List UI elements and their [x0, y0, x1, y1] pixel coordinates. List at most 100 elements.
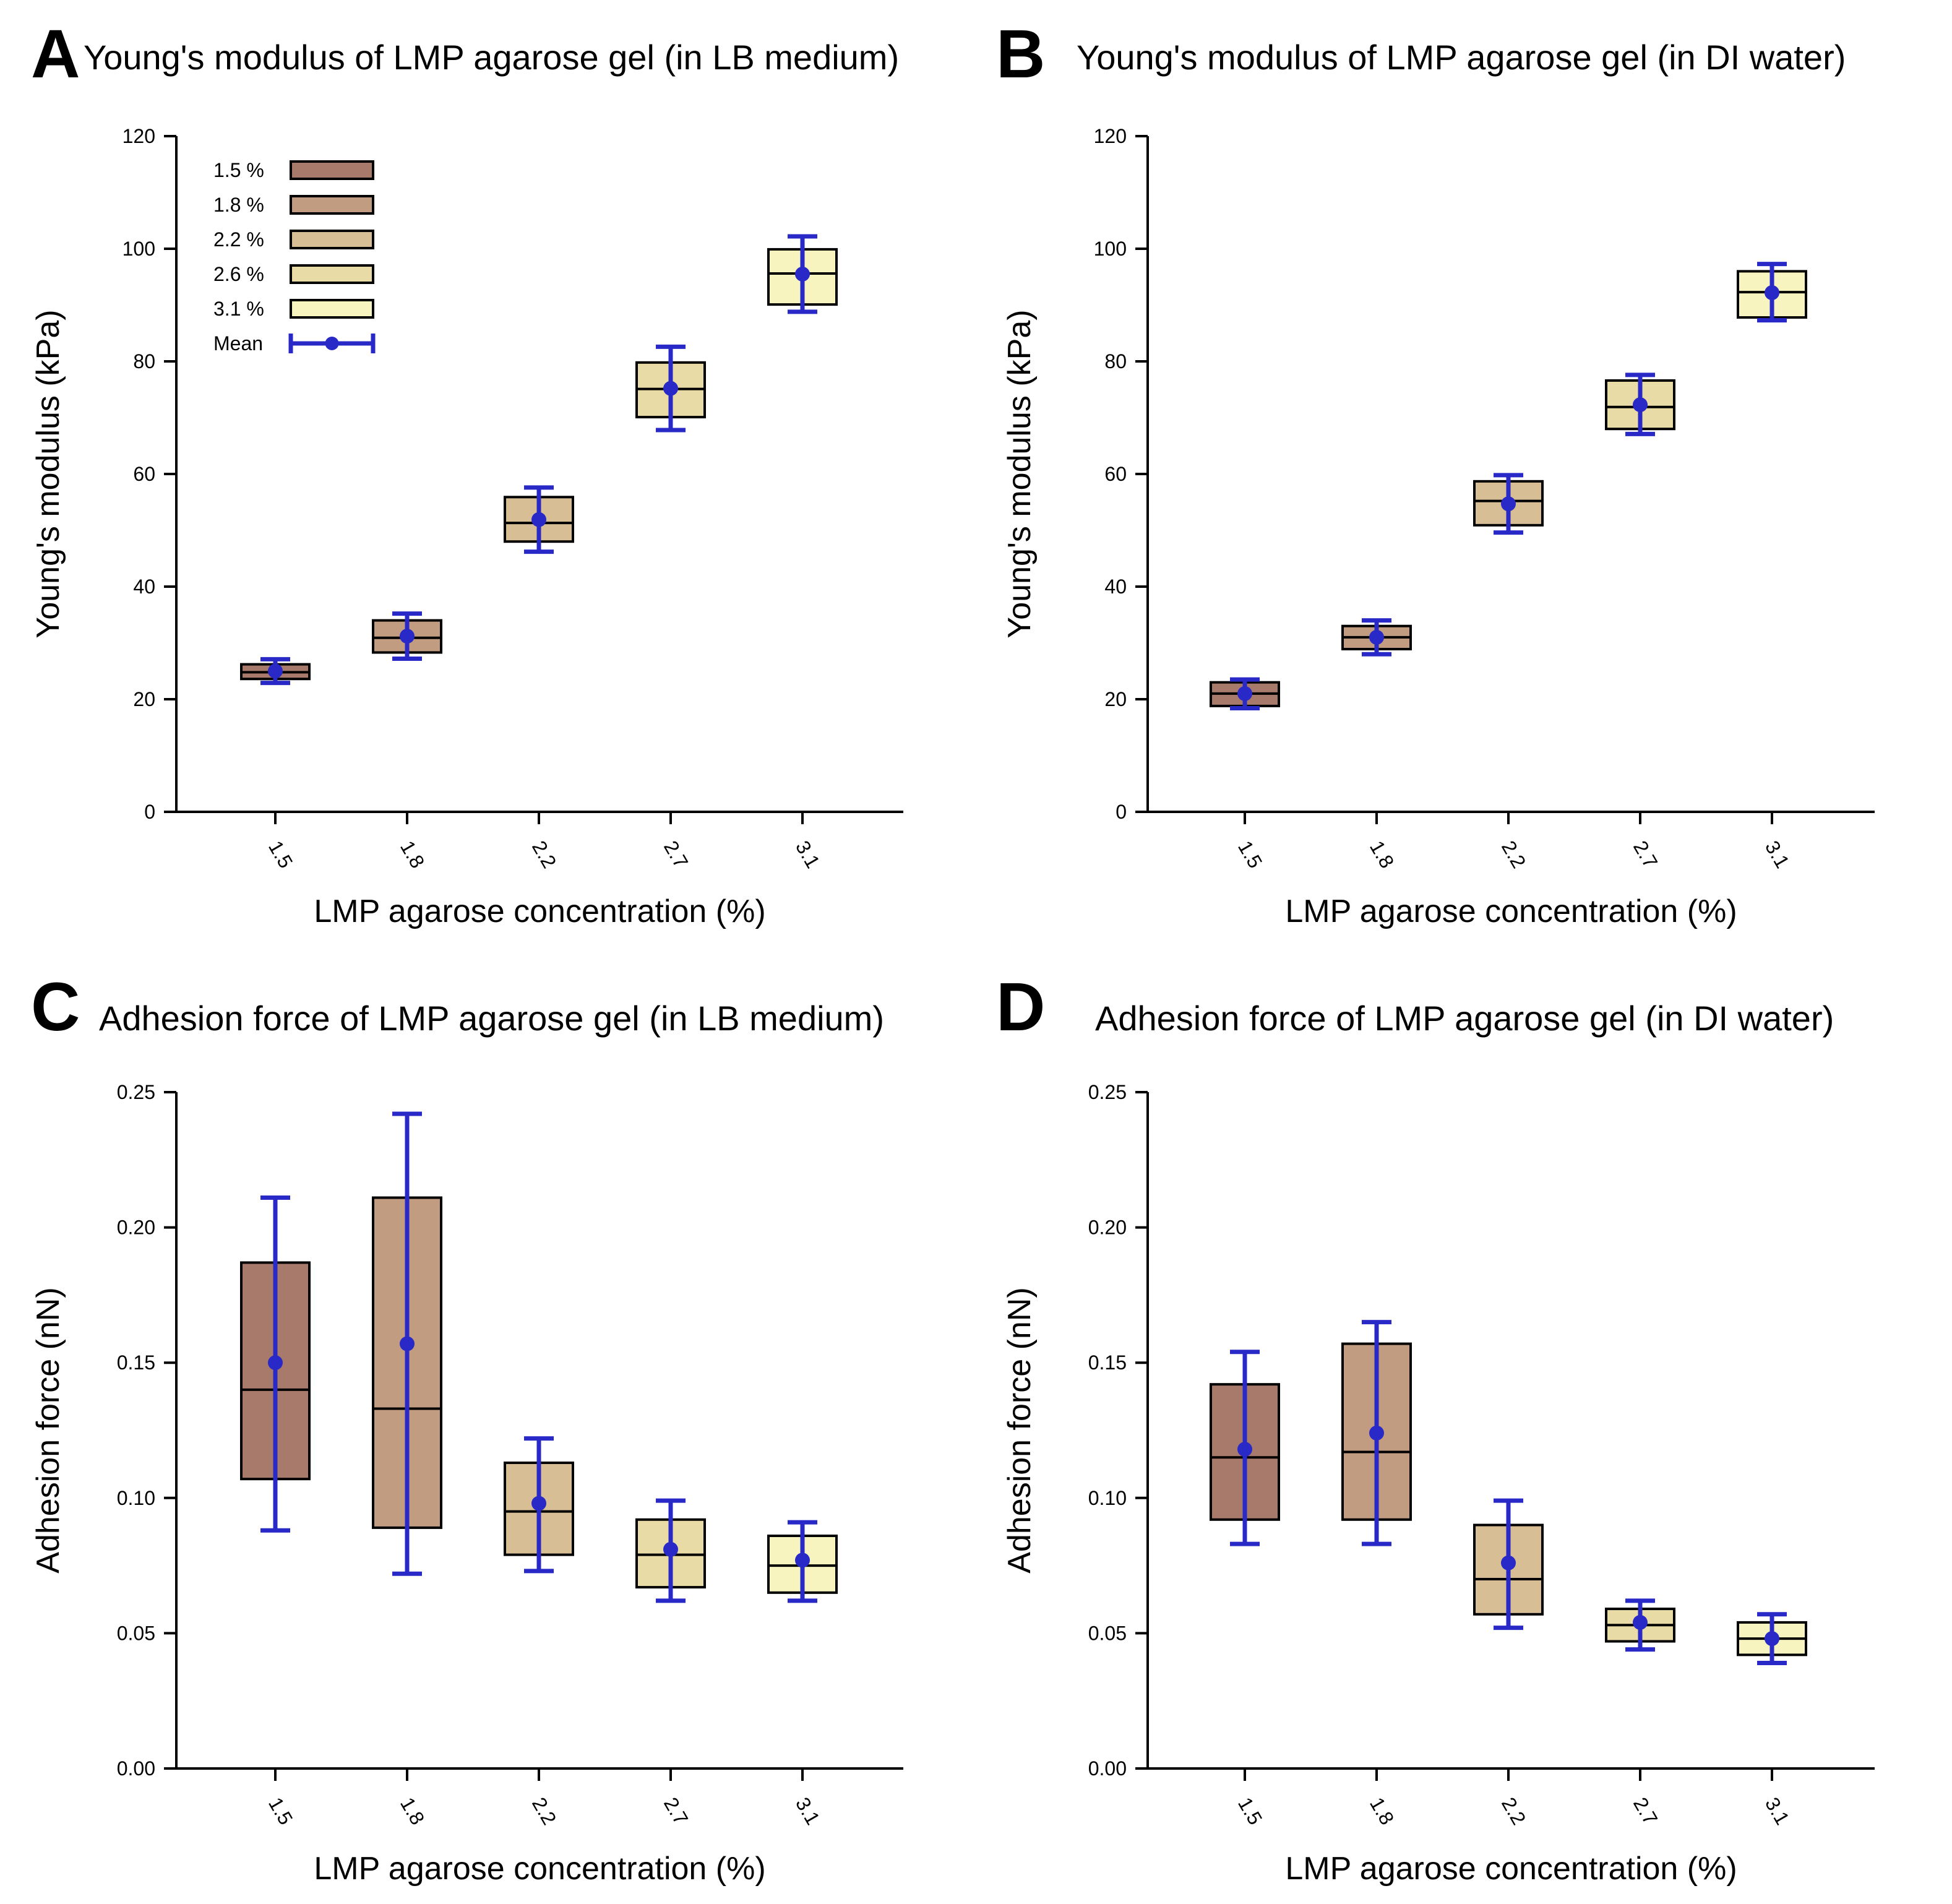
x-tick-label: 1.5: [264, 1794, 297, 1829]
y-tick-label: 0: [144, 801, 155, 823]
y-tick-label: 0.15: [1088, 1351, 1127, 1374]
legend-swatch: [290, 195, 374, 215]
x-tick-label: 1.8: [1365, 837, 1398, 872]
y-axis-label: Young's modulus (kPa): [1002, 309, 1038, 638]
legend-mean-dot: [325, 337, 339, 350]
mean-point: [1633, 397, 1648, 413]
x-tick-label: 2.2: [1497, 837, 1530, 872]
y-axis-label: Adhesion force (nN): [30, 1287, 66, 1573]
x-tick-label: 2.7: [660, 1794, 692, 1829]
x-tick-label: 1.5: [1234, 837, 1266, 872]
legend-item: 2.2 %: [213, 228, 374, 251]
panel-d: D Adhesion force of LMP agarose gel (in D…: [996, 969, 1875, 1887]
y-tick-label: 0.10: [117, 1487, 155, 1509]
mean-point: [268, 663, 283, 679]
mean-point: [663, 381, 678, 396]
x-axis-label: LMP agarose concentration (%): [314, 894, 765, 929]
panel-letter: B: [996, 16, 1045, 92]
y-tick-label: 80: [1104, 350, 1127, 373]
legend-item: 3.1 %: [213, 298, 374, 320]
x-tick-label: 2.7: [660, 837, 692, 872]
legend-item: 1.8 %: [213, 194, 374, 216]
y-tick-label: 0: [1116, 801, 1127, 823]
legend: 1.5 % 1.8 % 2.2 % 2.6 % 3.1 % Mean: [213, 159, 376, 355]
mean-point: [531, 1496, 546, 1511]
legend-swatch: [290, 230, 374, 249]
panel-letter: C: [31, 969, 80, 1045]
legend-label: 3.1 %: [213, 298, 264, 320]
y-tick-label: 120: [123, 125, 155, 147]
legend-label: 2.2 %: [213, 228, 264, 251]
x-tick-label: 1.5: [264, 837, 297, 872]
x-tick-label: 2.2: [528, 1794, 561, 1829]
y-tick-label: 0.20: [117, 1217, 155, 1239]
y-tick-label: 0.05: [117, 1622, 155, 1644]
y-tick-label: 0.05: [1088, 1622, 1127, 1644]
y-tick-label: 0.15: [117, 1351, 155, 1374]
y-tick-label: 0.25: [117, 1081, 155, 1103]
y-tick-label: 20: [133, 688, 155, 710]
panel-b: B Young's modulus of LMP agarose gel (in …: [996, 16, 1875, 929]
x-tick-label: 2.7: [1629, 837, 1662, 872]
x-axis-label: LMP agarose concentration (%): [314, 1851, 765, 1887]
legend-label: 1.5 %: [213, 159, 264, 181]
mean-point: [1237, 686, 1252, 701]
legend-item: 1.5 %: [213, 159, 374, 181]
y-tick-label: 100: [1094, 238, 1127, 260]
x-tick-label: 1.5: [1234, 1794, 1266, 1829]
y-tick-label: 40: [1104, 575, 1127, 598]
y-tick-label: 0.20: [1088, 1217, 1127, 1239]
y-tick-label: 60: [1104, 463, 1127, 485]
mean-point: [400, 629, 415, 644]
mean-point: [795, 266, 810, 282]
x-tick-label: 3.1: [1761, 1794, 1794, 1829]
mean-point: [1765, 1631, 1779, 1647]
y-axis-label: Adhesion force (nN): [1002, 1287, 1038, 1573]
x-tick-label: 1.8: [396, 837, 429, 872]
y-tick-label: 100: [123, 238, 155, 260]
mean-point: [1369, 629, 1384, 645]
mean-point: [531, 512, 546, 527]
x-axis-label: LMP agarose concentration (%): [1285, 894, 1737, 929]
x-tick-label: 1.8: [396, 1794, 429, 1829]
legend-label: Mean: [213, 332, 263, 355]
y-tick-label: 0.25: [1088, 1081, 1127, 1103]
y-tick-label: 0.00: [1088, 1757, 1127, 1780]
y-tick-label: 40: [133, 575, 155, 598]
x-tick-label: 1.8: [1365, 1794, 1398, 1829]
mean-point: [795, 1553, 810, 1568]
x-axis-label: LMP agarose concentration (%): [1285, 1851, 1737, 1887]
x-tick-label: 3.1: [791, 837, 824, 872]
mean-point: [1501, 496, 1516, 512]
panel-letter: D: [996, 969, 1045, 1045]
panel-title: Adhesion force of LMP agarose gel (in DI…: [1095, 999, 1834, 1038]
panel-letter: A: [31, 16, 80, 92]
mean-point: [400, 1336, 415, 1351]
mean-point: [663, 1541, 678, 1557]
legend-label: 1.8 %: [213, 194, 264, 216]
y-tick-label: 0.00: [117, 1757, 155, 1780]
panel-title: Young's modulus of LMP agarose gel (in D…: [1077, 38, 1846, 77]
x-tick-label: 2.2: [528, 837, 561, 872]
mean-point: [1237, 1442, 1252, 1457]
x-tick-label: 2.7: [1629, 1794, 1662, 1829]
x-tick-label: 3.1: [1761, 837, 1794, 872]
mean-point: [1765, 285, 1779, 300]
mean-point: [1633, 1614, 1648, 1630]
x-tick-label: 3.1: [791, 1794, 824, 1829]
legend-item: Mean: [213, 332, 376, 355]
panel-title: Adhesion force of LMP agarose gel (in LB…: [99, 999, 884, 1038]
legend-swatch: [290, 299, 374, 319]
panel-a: A Young's modulus of LMP agarose gel (in …: [30, 16, 903, 929]
mean-point: [1369, 1425, 1384, 1441]
y-tick-label: 20: [1104, 688, 1127, 710]
legend-swatch: [290, 160, 374, 180]
y-axis-label: Young's modulus (kPa): [30, 309, 66, 638]
mean-point: [1501, 1555, 1516, 1570]
legend-item: 2.6 %: [213, 263, 374, 285]
y-tick-label: 120: [1094, 125, 1127, 147]
panel-title: Young's modulus of LMP agarose gel (in L…: [84, 38, 899, 77]
mean-point: [268, 1355, 283, 1371]
y-tick-label: 60: [133, 463, 155, 485]
